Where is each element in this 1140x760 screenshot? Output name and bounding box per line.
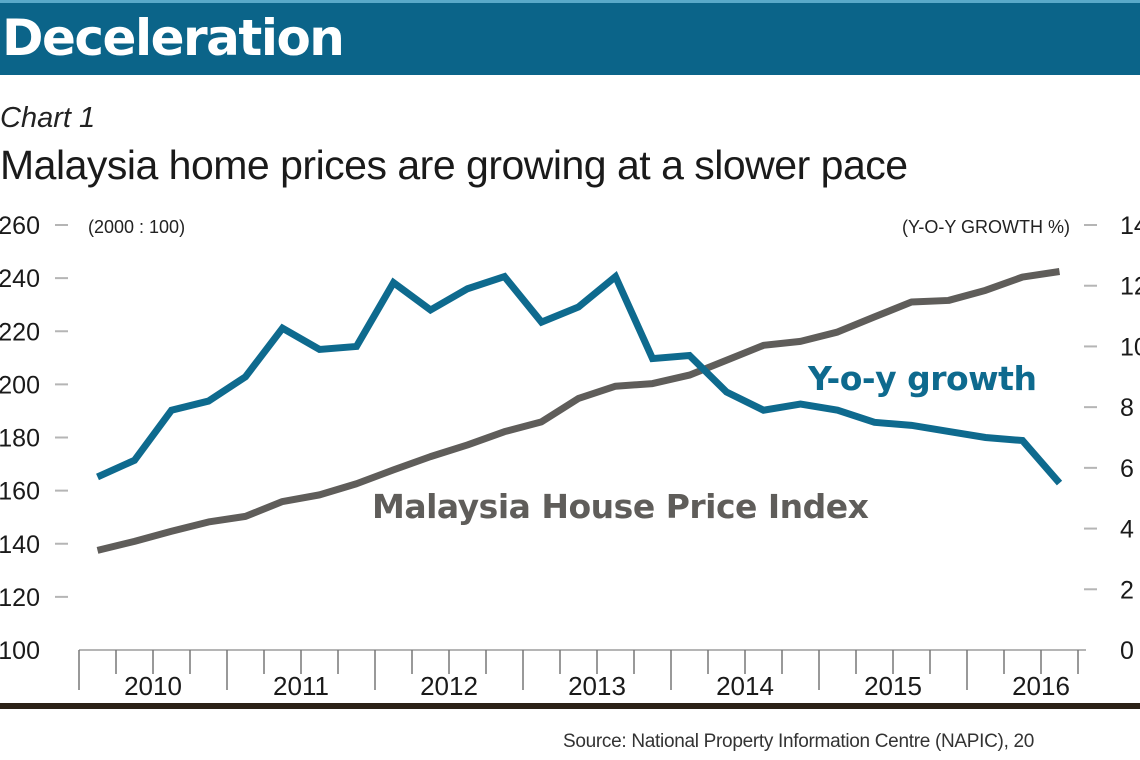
- left-tick-label: 180: [0, 425, 40, 453]
- left-tick-label: 160: [0, 478, 40, 506]
- right-tick-label: 12: [1120, 273, 1140, 301]
- left-tick-label: 220: [0, 318, 40, 346]
- right-tick-label: 10: [1120, 333, 1140, 361]
- right-tick-label: 14: [1120, 212, 1140, 240]
- left-tick-label: 140: [0, 531, 40, 559]
- right-tick-label: 4: [1120, 516, 1134, 544]
- bottom-rule: [0, 703, 1140, 709]
- x-tick-label: 2011: [273, 671, 329, 701]
- left-tick-label: 200: [0, 371, 40, 399]
- source-note: Source: National Property Information Ce…: [563, 731, 1035, 752]
- series-label-growth: Y-o-y growth: [807, 359, 1036, 398]
- x-tick-label: 2010: [124, 671, 182, 701]
- right-tick-label: 0: [1120, 637, 1134, 665]
- header-bar: Deceleration: [0, 3, 1140, 75]
- x-tick-label: 2012: [420, 671, 478, 701]
- left-tick-label: 120: [0, 584, 40, 612]
- left-tick-label: 240: [0, 265, 40, 293]
- left-tick-label: 260: [0, 212, 40, 240]
- left-axis-label: (2000 : 100): [88, 217, 185, 237]
- top-accent-line: [0, 0, 1140, 3]
- left-tick-label: 100: [0, 637, 40, 665]
- right-tick-label: 2: [1120, 576, 1134, 604]
- series-label-index: Malaysia House Price Index: [372, 487, 869, 526]
- right-axis-label: (Y-O-Y GROWTH %): [902, 217, 1070, 237]
- right-tick-label: 6: [1120, 455, 1134, 483]
- x-tick-label: 2013: [568, 671, 626, 701]
- x-tick-label: 2014: [716, 671, 774, 701]
- x-tick-label: 2016: [1012, 671, 1070, 701]
- right-tick-label: 8: [1120, 394, 1134, 422]
- x-tick-label: 2015: [864, 671, 922, 701]
- chart-title: Malaysia home prices are growing at a sl…: [0, 142, 908, 188]
- chart-kicker: Chart 1: [0, 102, 96, 134]
- header-title: Deceleration: [2, 9, 345, 67]
